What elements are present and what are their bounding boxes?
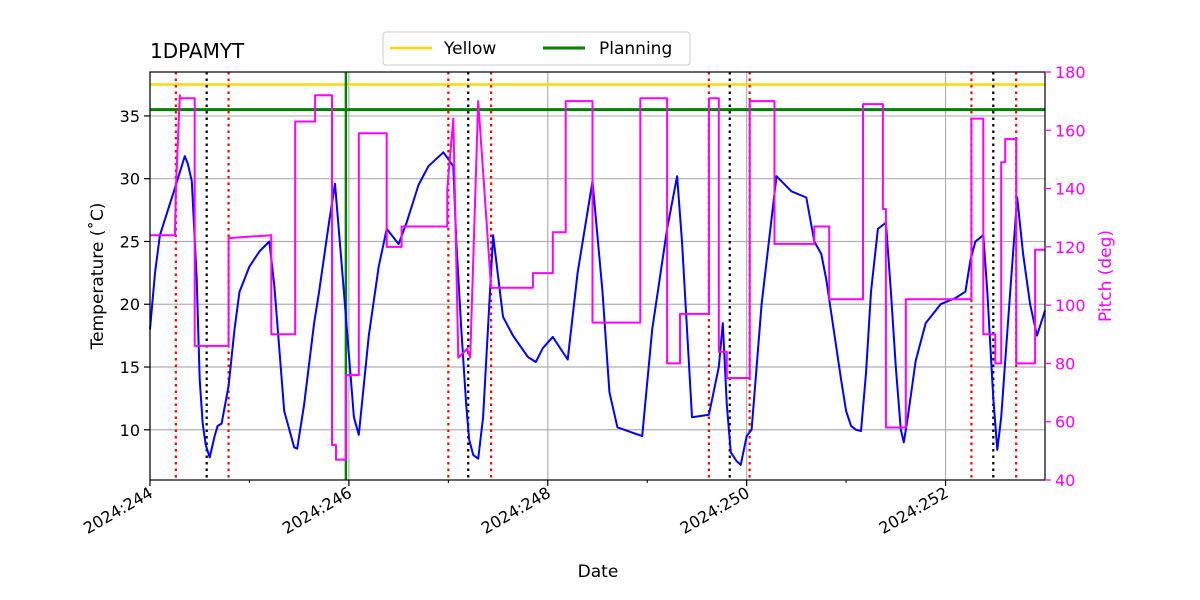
y-left-tick-label: 10 — [120, 421, 140, 440]
x-tick-label: 2024:244 — [80, 483, 156, 538]
y-left-tick-label: 15 — [120, 358, 140, 377]
plot-frame — [149, 71, 1046, 481]
x-tick-label: 2024:246 — [279, 483, 355, 538]
y-right-tick-label: 80 — [1055, 354, 1075, 373]
x-tick-label: 2024:248 — [478, 483, 554, 538]
y-right-tick-label: 100 — [1055, 296, 1086, 315]
chart-title: 1DPAMYT — [150, 39, 245, 63]
y-right-tick-label: 180 — [1055, 63, 1086, 82]
legend: Yellow Planning — [382, 31, 691, 66]
grid-layer — [149, 72, 1045, 480]
x-axis-title: Date — [578, 562, 619, 582]
y-right-tick-label: 140 — [1055, 180, 1086, 199]
series-layer — [149, 94, 1046, 466]
y-left-tick-label: 35 — [120, 107, 140, 126]
legend-box — [382, 31, 691, 66]
reference-lines — [150, 83, 1045, 112]
x-tick-label: 2024:252 — [876, 483, 952, 538]
y-left-tick-label: 25 — [120, 232, 140, 251]
y-right-axis-title: Pitch (deg) — [1096, 230, 1116, 322]
y-right-axis-ticks: 40 60 80 100 120 140 160 180 — [1045, 63, 1086, 490]
y-left-axis-ticks: 10 15 20 25 30 35 — [120, 107, 150, 440]
x-axis-ticks: 2024:244 2024:246 2024:248 2024:250 2024:252 — [80, 480, 952, 538]
y-left-axis-title: Temperature (˚C) — [87, 203, 108, 351]
y-right-tick-label: 60 — [1055, 413, 1075, 432]
y-right-tick-label: 40 — [1055, 471, 1075, 490]
legend-label-yellow: Yellow — [443, 39, 496, 59]
pitch-series-line — [150, 94, 1045, 461]
y-left-tick-label: 30 — [120, 170, 140, 189]
legend-label-planning: Planning — [599, 39, 672, 59]
y-right-tick-label: 160 — [1055, 121, 1086, 140]
y-right-tick-label: 120 — [1055, 238, 1086, 257]
y-left-tick-label: 20 — [120, 295, 140, 314]
x-tick-label: 2024:250 — [677, 483, 753, 538]
temperature-series-line — [149, 151, 1046, 466]
